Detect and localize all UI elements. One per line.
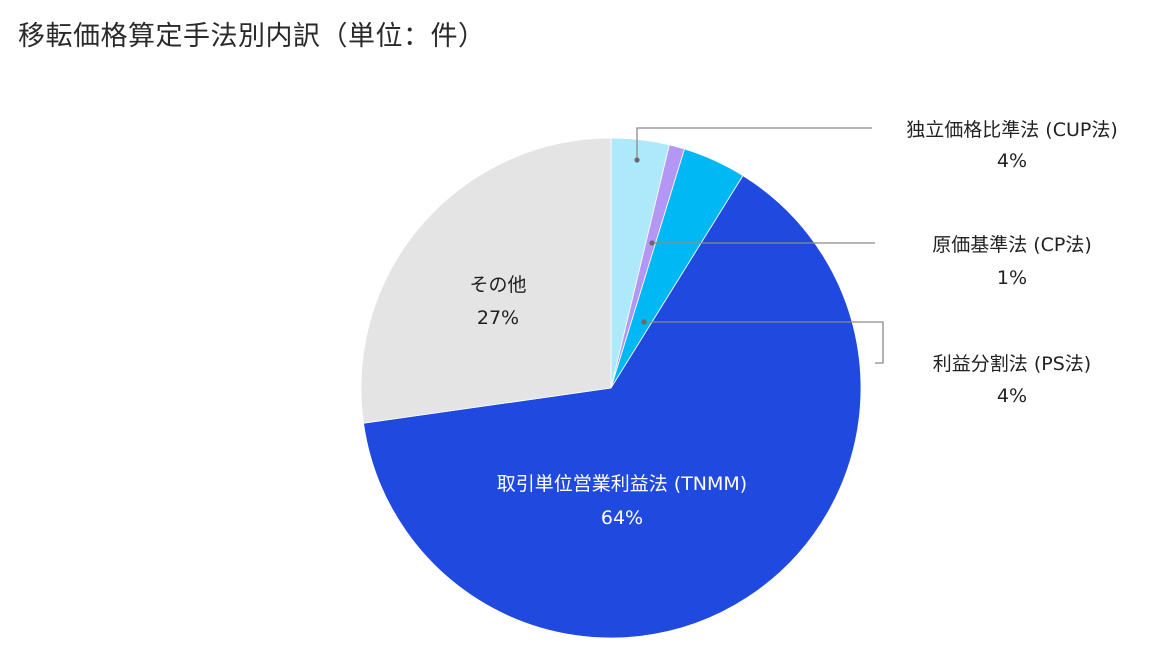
pie-slice-other[interactable]	[360, 137, 612, 424]
leader-dots	[634, 157, 655, 325]
label-ps-name: 利益分割法 (PS法)	[933, 353, 1091, 375]
label-cup-name: 独立価格比準法 (CUP法)	[906, 119, 1118, 141]
chart-title: 移転価格算定手法別内訳（単位：件）	[18, 21, 486, 52]
label-cp-name: 原価基準法 (CP法)	[932, 234, 1092, 256]
label-cp-percent: 1%	[997, 267, 1027, 289]
label-tnmm-name: 取引単位営業利益法 (TNMM)	[497, 473, 747, 495]
label-other-percent: 27%	[477, 307, 519, 329]
leader-line-ps	[644, 321, 884, 364]
leader-lines	[636, 127, 884, 364]
leader-dot-cup	[634, 157, 640, 163]
pie-slices	[360, 137, 862, 639]
leader-dot-cp	[649, 240, 655, 246]
label-other-name: その他	[469, 274, 526, 296]
label-tnmm-percent: 64%	[601, 507, 643, 529]
pie-slice-tnmm[interactable]	[363, 175, 862, 639]
label-cup-percent: 4%	[997, 150, 1027, 172]
label-ps-percent: 4%	[997, 385, 1027, 407]
leader-dot-ps	[641, 319, 647, 325]
leader-line-cup	[636, 127, 872, 160]
